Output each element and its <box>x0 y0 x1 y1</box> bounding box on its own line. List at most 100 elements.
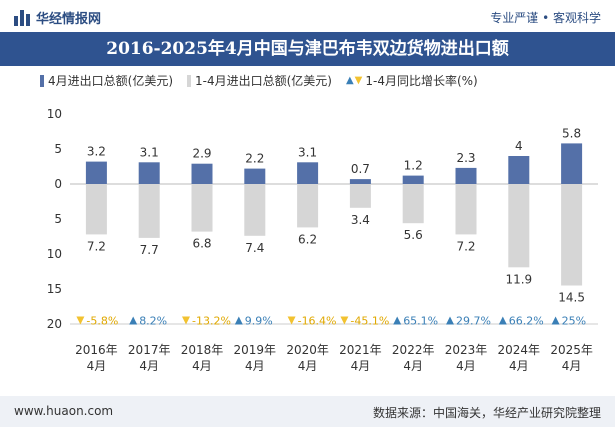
x-tick-label-month: 4月 <box>509 359 529 373</box>
bar-monthly <box>561 143 583 184</box>
brand-logo[interactable]: 华经情报网 <box>14 8 101 27</box>
growth-rate-label: 65.1% <box>403 315 438 328</box>
tagline: 专业严谨 • 客观科学 <box>490 11 601 25</box>
y-tick-label: 0 <box>54 177 62 191</box>
growth-rate-label: -13.2% <box>192 315 231 328</box>
x-tick-label-year: 2023年 <box>445 343 488 357</box>
growth-rate-label: -5.8% <box>86 315 118 328</box>
bar-monthly <box>349 179 371 184</box>
y-tick-label: 20 <box>47 317 62 331</box>
x-tick-label-month: 4月 <box>351 359 371 373</box>
data-label-monthly: 5.8 <box>562 126 581 140</box>
x-tick-label-month: 4月 <box>87 359 107 373</box>
data-label-monthly: 4 <box>515 139 523 153</box>
legend-item-monthly: 4月进出口总额(亿美元) <box>40 72 173 89</box>
brand-name: 华经情报网 <box>36 12 102 27</box>
y-tick-label: 15 <box>47 282 62 296</box>
x-tick-label-month: 4月 <box>245 359 265 373</box>
data-label-monthly: 1.2 <box>404 159 423 173</box>
x-tick-label-month: 4月 <box>298 359 318 373</box>
legend-up-triangle-icon: ▲ <box>345 75 354 86</box>
bar-cumulative <box>191 184 213 232</box>
growth-up-triangle-icon <box>498 316 507 325</box>
footer-bar: www.huaon.com 数据来源：中国海关，华经产业研究院整理 <box>0 396 615 427</box>
bar-cumulative <box>402 184 424 224</box>
data-label-monthly: 3.2 <box>87 145 106 159</box>
growth-up-triangle-icon <box>551 316 560 325</box>
logo-icon <box>14 9 30 26</box>
growth-down-triangle-icon <box>76 316 85 325</box>
bar-monthly <box>85 161 107 184</box>
bar-monthly <box>455 167 477 184</box>
bar-cumulative <box>349 184 371 208</box>
x-tick-label-year: 2019年 <box>234 343 277 357</box>
growth-rate-label: -45.1% <box>350 315 389 328</box>
x-tick-label-year: 2020年 <box>286 343 329 357</box>
data-label-monthly: 2.2 <box>245 152 264 166</box>
bar-monthly <box>508 156 530 184</box>
growth-down-triangle-icon <box>340 316 349 325</box>
x-tick-label-year: 2018年 <box>181 343 224 357</box>
growth-up-triangle-icon <box>446 316 454 325</box>
growth-rate-label: 29.7% <box>456 315 491 328</box>
data-label-cumulative: 3.4 <box>351 213 370 227</box>
x-tick-label-year: 2016年 <box>75 343 118 357</box>
data-label-cumulative: 7.2 <box>456 239 475 253</box>
legend-label-growth: 1-4月同比增长率(%) <box>365 74 478 88</box>
growth-rate-label: 25% <box>562 315 586 328</box>
legend-item-cumulative: 1-4月进出口总额(亿美元) <box>187 72 332 89</box>
legend-swatch-monthly <box>40 74 44 87</box>
data-label-cumulative: 6.2 <box>298 232 317 246</box>
growth-up-triangle-icon <box>393 316 402 325</box>
bar-cumulative <box>455 184 477 235</box>
bar-monthly <box>402 175 424 184</box>
website-link[interactable]: www.huaon.com <box>14 404 114 418</box>
bar-cumulative <box>561 184 583 286</box>
x-tick-label-month: 4月 <box>139 359 159 373</box>
data-label-cumulative: 7.7 <box>140 243 159 257</box>
legend-item-growth: ▲ ▼ 1-4月同比增长率(%) <box>346 72 478 89</box>
data-label-monthly: 3.1 <box>298 145 317 159</box>
bar-monthly <box>297 162 319 184</box>
growth-rate-label: -16.4% <box>298 315 337 328</box>
data-label-monthly: 2.9 <box>192 147 211 161</box>
y-tick-label: 10 <box>47 247 62 261</box>
chart-area: 10 5 0 5 10 15 20 3.2 7.2 -5.8% 2016年 4月 3.1 7.7 8.2% 2… <box>47 107 598 373</box>
data-label-cumulative: 5.6 <box>404 228 423 242</box>
bar-monthly <box>138 162 160 184</box>
y-tick-label: 5 <box>54 212 62 226</box>
growth-down-triangle-icon <box>287 316 296 325</box>
x-tick-label-year: 2017年 <box>128 343 171 357</box>
bar-monthly <box>244 168 266 184</box>
bar-monthly <box>191 163 213 184</box>
x-tick-label-year: 2022年 <box>392 343 435 357</box>
x-tick-label-month: 4月 <box>192 359 212 373</box>
data-label-cumulative: 7.2 <box>87 239 106 253</box>
y-tick-label: 5 <box>54 142 62 156</box>
legend-label-monthly: 4月进出口总额(亿美元) <box>48 74 173 88</box>
x-tick-label-month: 4月 <box>562 359 582 373</box>
growth-down-triangle-icon <box>182 316 190 325</box>
data-label-cumulative: 11.9 <box>505 272 532 286</box>
data-label-monthly: 2.3 <box>456 151 475 165</box>
growth-up-triangle-icon <box>234 316 243 325</box>
y-tick-label: 10 <box>47 107 62 121</box>
x-tick-label-year: 2024年 <box>498 343 541 357</box>
x-tick-label-month: 4月 <box>403 359 423 373</box>
legend-label-cumulative: 1-4月进出口总额(亿美元) <box>195 74 332 88</box>
bar-cumulative <box>508 184 530 268</box>
x-tick-label-year: 2025年 <box>550 343 593 357</box>
growth-rate-label: 66.2% <box>509 315 544 328</box>
bar-cumulative <box>138 184 160 238</box>
legend-swatch-cumulative <box>187 74 191 87</box>
bar-cumulative <box>85 184 107 235</box>
title-band: 2016-2025年4月中国与津巴布韦双边货物进出口额 <box>0 32 615 66</box>
data-label-cumulative: 6.8 <box>192 237 211 251</box>
x-tick-label-month: 4月 <box>456 359 476 373</box>
bar-cumulative <box>244 184 266 236</box>
data-label-monthly: 0.7 <box>351 162 370 176</box>
chart-title: 2016-2025年4月中国与津巴布韦双边货物进出口额 <box>106 39 509 59</box>
growth-rate-label: 8.2% <box>139 315 167 328</box>
growth-rate-label: 9.9% <box>245 315 273 328</box>
data-label-monthly: 3.1 <box>140 145 159 159</box>
